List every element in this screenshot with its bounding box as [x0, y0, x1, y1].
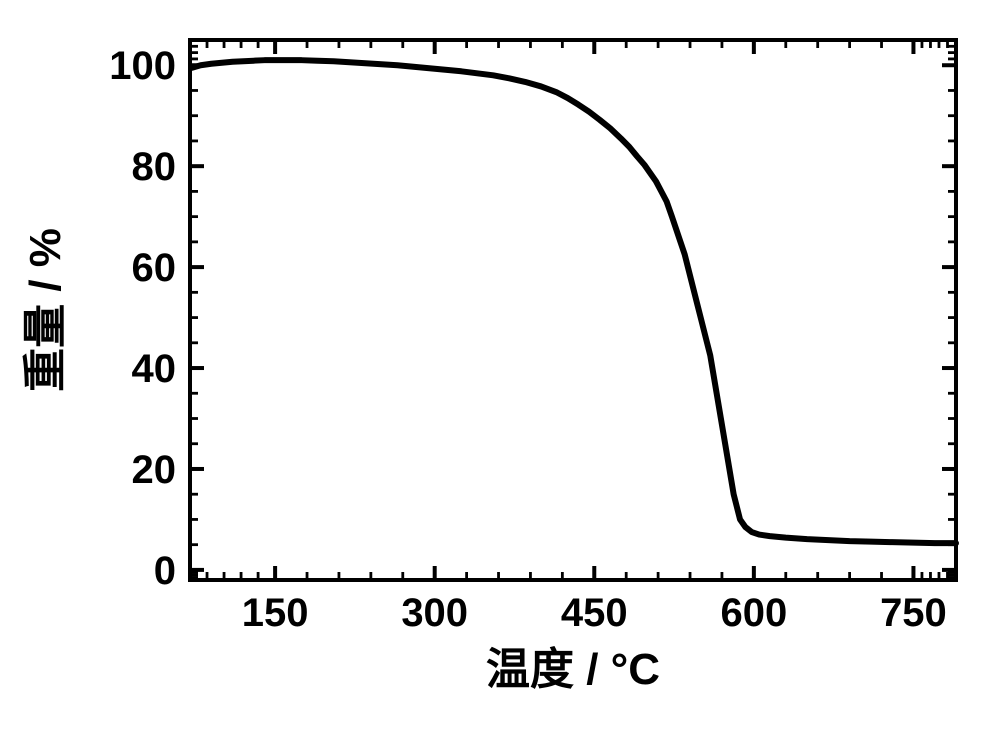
tga-line-chart: 150 300 450 600 750 0 20 40 60 80 100 温度 / °C 重量 / %: [0, 0, 1000, 735]
y-tick-label: 0: [154, 549, 176, 593]
y-tick-label: 60: [132, 246, 177, 290]
x-tick-label: 450: [561, 591, 628, 635]
y-tick-label: 100: [109, 44, 176, 88]
y-axis-label: 重量 / %: [21, 228, 70, 392]
y-tick-label: 40: [132, 347, 177, 391]
x-tick-label: 750: [880, 591, 947, 635]
x-tick-label: 600: [720, 591, 787, 635]
data-series-line: [192, 60, 956, 543]
plot-area-border: [190, 40, 956, 580]
x-tick-label: 300: [401, 591, 468, 635]
x-axis-label: 温度 / °C: [486, 645, 660, 694]
y-tick-label: 80: [132, 145, 177, 189]
x-tick-label: 150: [242, 591, 309, 635]
y-tick-label: 20: [132, 448, 177, 492]
